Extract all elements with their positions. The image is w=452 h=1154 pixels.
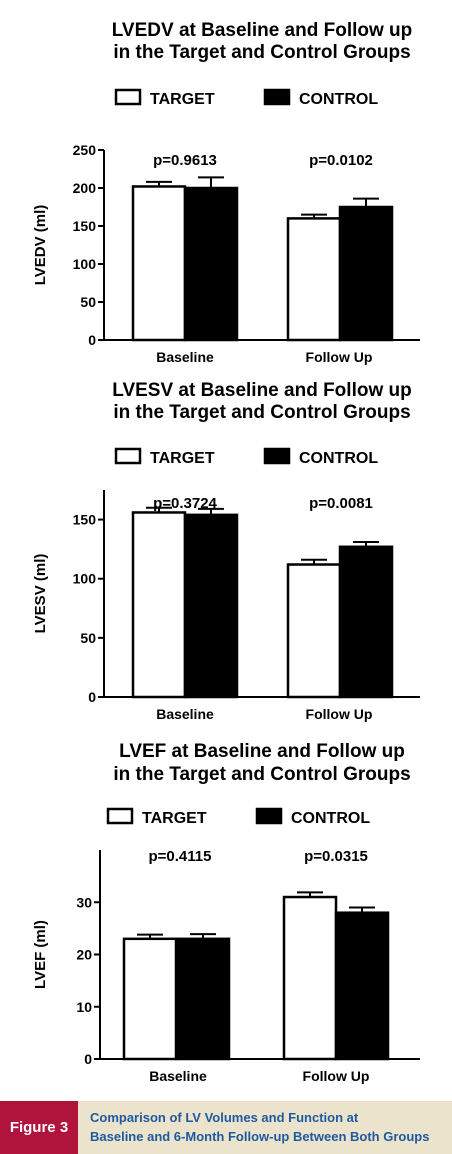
chart3-legend-control-label: CONTROL — [291, 810, 370, 827]
figure-label: Figure 3 — [0, 1101, 78, 1154]
chart3-bar-control-1 — [334, 911, 390, 1061]
chart1-bar-control-1 — [338, 205, 394, 342]
chart3-legend-target-label: TARGET — [142, 810, 207, 827]
chart3-category-label-1: Follow Up — [303, 1068, 370, 1084]
chart1-legend-target-label: TARGET — [150, 91, 215, 108]
chart2-y-tick-label-3: 150 — [73, 512, 97, 528]
chart3-pvalue-0: p=0.4115 — [149, 848, 212, 865]
chart2-y-axis-label: LVESV (ml) — [32, 554, 49, 634]
chart2-bar-target-1 — [286, 563, 342, 699]
chart1-legend-control-swatch — [263, 88, 291, 106]
chart3-title-line-2: in the Target and Control Groups — [113, 764, 410, 785]
chart1-title-line-2: in the Target and Control Groups — [113, 42, 410, 63]
chart2-legend-control-swatch — [263, 447, 291, 465]
chart2-category-label-0: Baseline — [156, 706, 214, 722]
chart1-pvalue-0: p=0.9613 — [153, 152, 217, 169]
chart1-legend-target-swatch — [114, 88, 142, 106]
chart2-title-line-2: in the Target and Control Groups — [113, 402, 410, 423]
chart1-y-tick-label-5: 250 — [73, 142, 97, 158]
chart2-bar-control-1 — [338, 545, 394, 699]
chart1-category-label-1: Follow Up — [306, 349, 373, 365]
chart2-y-tick-label-2: 100 — [73, 571, 97, 587]
chart3-bar-control-0 — [175, 937, 231, 1061]
chart2-bar-target-0 — [131, 511, 187, 699]
chart3-category-label-0: Baseline — [149, 1068, 207, 1084]
chart3-legend-control-swatch — [255, 807, 283, 825]
chart3-bar-target-1 — [282, 895, 338, 1061]
chart1-y-tick-label-4: 200 — [73, 180, 97, 196]
chart1-pvalue-1: p=0.0102 — [309, 152, 373, 169]
chart2-title-line-1: LVESV at Baseline and Follow up — [112, 380, 411, 401]
chart1-bar-control-0 — [183, 186, 239, 342]
chart2-pvalue-1: p=0.0081 — [309, 495, 373, 512]
chart1-bar-target-0 — [131, 185, 187, 342]
chart2-legend-target-label: TARGET — [150, 450, 215, 467]
chart3-y-axis-label: LVEF (ml) — [32, 920, 49, 989]
chart1-bar-target-1 — [286, 217, 342, 342]
figure-caption-bar: Figure 3 Comparison of LV Volumes and Fu… — [0, 1101, 452, 1154]
figure-caption-line-1: Comparison of LV Volumes and Function at — [90, 1110, 359, 1125]
chart1-y-tick-label-2: 100 — [73, 256, 97, 272]
chart3-pvalue-1: p=0.0315 — [304, 848, 368, 865]
chart3-y-tick-label-2: 20 — [76, 947, 92, 963]
chart3-y-tick-label-3: 30 — [76, 894, 92, 910]
chart1-y-tick-label-1: 50 — [80, 294, 96, 310]
chart2-y-tick-label-0: 0 — [88, 689, 96, 705]
chart3-legend-target-swatch — [106, 807, 134, 825]
chart2-y-tick-label-1: 50 — [80, 630, 96, 646]
chart1-legend-control-label: CONTROL — [299, 91, 378, 108]
chart3-y-tick-label-0: 0 — [84, 1051, 92, 1067]
chart2-legend-control-label: CONTROL — [299, 450, 378, 467]
chart3-title-line-1: LVEF at Baseline and Follow up — [119, 741, 405, 762]
chart3-y-tick-label-1: 10 — [76, 999, 92, 1015]
chart1-category-label-0: Baseline — [156, 349, 214, 365]
chart1-y-tick-label-3: 150 — [73, 218, 97, 234]
chart1-title-line-1: LVEDV at Baseline and Follow up — [112, 20, 413, 41]
chart1-y-axis-label: LVEDV (ml) — [32, 205, 49, 286]
figure-caption-line-2: Baseline and 6-Month Follow-up Between B… — [90, 1129, 430, 1144]
chart2-pvalue-0: p=0.3724 — [153, 495, 217, 512]
chart2-legend-target-swatch — [114, 447, 142, 465]
figure-caption: Comparison of LV Volumes and Function at… — [90, 1108, 448, 1146]
chart2-category-label-1: Follow Up — [306, 706, 373, 722]
chart2-bar-control-0 — [183, 513, 239, 699]
chart3-bar-target-0 — [122, 937, 178, 1061]
chart1-y-tick-label-0: 0 — [88, 332, 96, 348]
